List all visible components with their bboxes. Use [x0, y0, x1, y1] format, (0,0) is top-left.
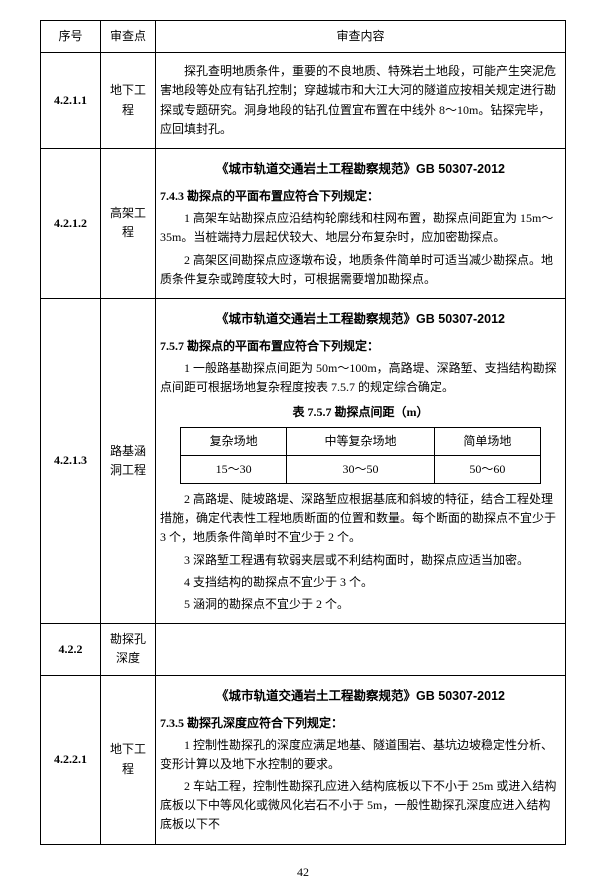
- cell-point: 路基涵洞工程: [101, 298, 156, 623]
- inner-table-head-cell: 中等复杂场地: [287, 427, 435, 455]
- cell-point: 高架工程: [101, 148, 156, 298]
- clause-item: 1 控制性勘探孔的深度应满足地基、隧道围岩、基坑边坡稳定性分析、变形计算以及地下…: [160, 736, 561, 774]
- cell-content: 《城市轨道交通岩土工程勘察规范》GB 50307-2012 7.4.3 勘探点的平…: [156, 148, 566, 298]
- cell-no: 4.2.1.1: [41, 53, 101, 149]
- inner-table-cell: 15～30: [181, 455, 287, 483]
- standard-title: 《城市轨道交通岩土工程勘察规范》GB 50307-2012: [160, 159, 561, 179]
- standard-title: 《城市轨道交通岩土工程勘察规范》GB 50307-2012: [160, 686, 561, 706]
- cell-no: 4.2.1.3: [41, 298, 101, 623]
- clause-item: 5 涵洞的勘探点不宜少于 2 个。: [160, 595, 561, 614]
- cell-no: 4.2.2: [41, 624, 101, 675]
- cell-point: 地下工程: [101, 675, 156, 844]
- clause-item: 3 深路堑工程遇有软弱夹层或不利结构面时，勘探点应适当加密。: [160, 551, 561, 570]
- page-root: 序号 审查点 审查内容 4.2.1.1地下工程探孔查明地质条件，重要的不良地质、…: [0, 0, 606, 892]
- header-content: 审查内容: [156, 21, 566, 53]
- table-row: 4.2.2.1地下工程《城市轨道交通岩土工程勘察规范》GB 50307-2012…: [41, 675, 566, 844]
- cell-point: 地下工程: [101, 53, 156, 149]
- clause-lead: 7.3.5 勘探孔深度应符合下列规定：: [160, 714, 561, 733]
- inner-table-head-cell: 简单场地: [434, 427, 540, 455]
- table-row: 4.2.1.3路基涵洞工程《城市轨道交通岩土工程勘察规范》GB 50307-20…: [41, 298, 566, 623]
- standard-title: 《城市轨道交通岩土工程勘察规范》GB 50307-2012: [160, 309, 561, 329]
- main-table: 序号 审查点 审查内容 4.2.1.1地下工程探孔查明地质条件，重要的不良地质、…: [40, 20, 566, 845]
- cell-point: 勘探孔深度: [101, 624, 156, 675]
- clause-lead: 7.5.7 勘探点的平面布置应符合下列规定：: [160, 337, 561, 356]
- paragraph: 探孔查明地质条件，重要的不良地质、特殊岩土地段，可能产生突泥危害地段等处应有钻孔…: [160, 62, 561, 139]
- clause-item: 4 支挡结构的勘探点不宜少于 3 个。: [160, 573, 561, 592]
- table-header-row: 序号 审查点 审查内容: [41, 21, 566, 53]
- cell-content: 《城市轨道交通岩土工程勘察规范》GB 50307-2012 7.3.5 勘探孔深度…: [156, 675, 566, 844]
- inner-table: 复杂场地中等复杂场地简单场地 15～3030～5050～60: [180, 427, 541, 484]
- inner-table-cell: 30～50: [287, 455, 435, 483]
- clause-item: 2 高路堤、陡坡路堤、深路堑应根据基底和斜坡的特征，结合工程处理措施，确定代表性…: [160, 490, 561, 548]
- inner-table-cell: 50～60: [434, 455, 540, 483]
- cell-no: 4.2.1.2: [41, 148, 101, 298]
- header-point: 审查点: [101, 21, 156, 53]
- cell-no: 4.2.2.1: [41, 675, 101, 844]
- inner-table-caption: 表 7.5.7 勘探点间距（m）: [160, 403, 561, 422]
- table-row: 4.2.1.2高架工程《城市轨道交通岩土工程勘察规范》GB 50307-2012…: [41, 148, 566, 298]
- clause-item: 1 一般路基勘探点间距为 50m～100m，高路堤、深路堑、支挡结构勘探点间距可…: [160, 359, 561, 397]
- clause-item: 2 车站工程，控制性勘探孔应进入结构底板以下不小于 25m 或进入结构底板以下中…: [160, 777, 561, 835]
- inner-table-head-cell: 复杂场地: [181, 427, 287, 455]
- table-row: 4.2.2勘探孔深度: [41, 624, 566, 675]
- page-number: 42: [40, 863, 566, 882]
- cell-content: 探孔查明地质条件，重要的不良地质、特殊岩土地段，可能产生突泥危害地段等处应有钻孔…: [156, 53, 566, 149]
- clause-item: 1 高架车站勘探点应沿结构轮廓线和柱网布置，勘探点间距宜为 15m～35m。当桩…: [160, 209, 561, 247]
- cell-content: [156, 624, 566, 675]
- clause-lead: 7.4.3 勘探点的平面布置应符合下列规定：: [160, 187, 561, 206]
- clause-item: 2 高架区间勘探点应逐墩布设，地质条件简单时可适当减少勘探点。地质条件复杂或跨度…: [160, 251, 561, 289]
- table-row: 4.2.1.1地下工程探孔查明地质条件，重要的不良地质、特殊岩土地段，可能产生突…: [41, 53, 566, 149]
- header-no: 序号: [41, 21, 101, 53]
- cell-content: 《城市轨道交通岩土工程勘察规范》GB 50307-2012 7.5.7 勘探点的平…: [156, 298, 566, 623]
